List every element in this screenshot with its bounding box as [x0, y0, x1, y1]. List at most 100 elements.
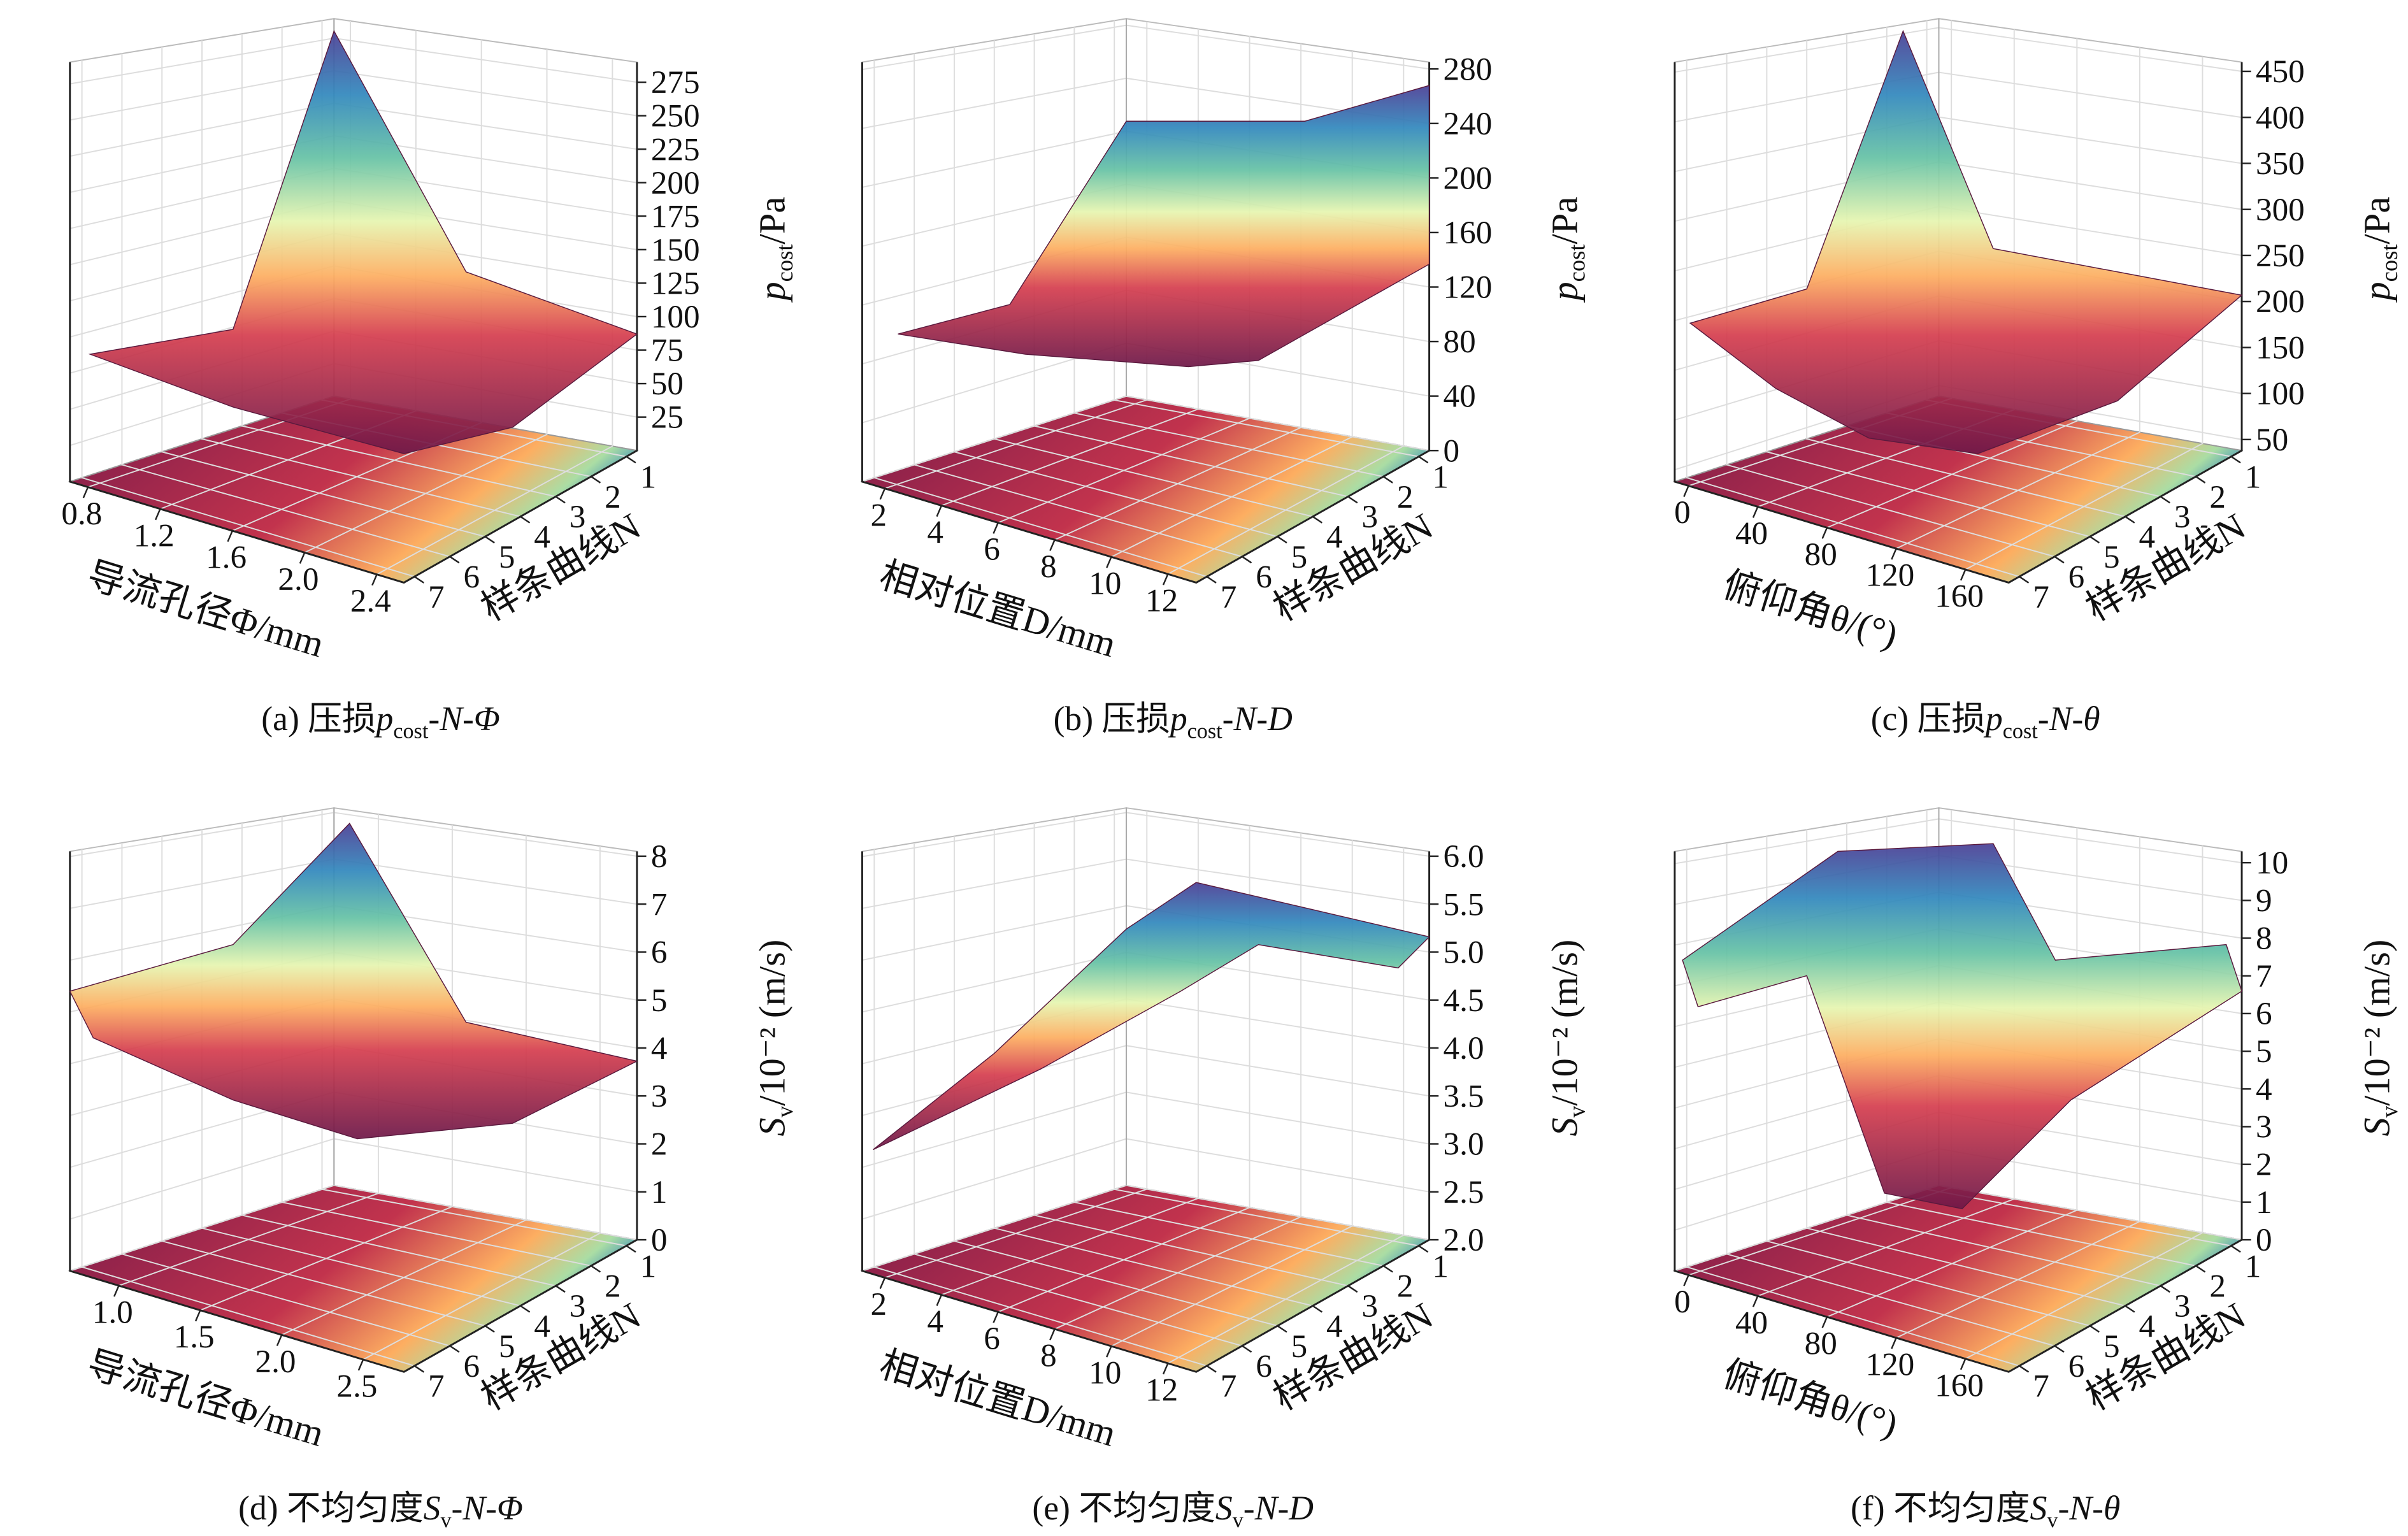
z-tick-label: 0: [2256, 1222, 2272, 1258]
z-tick-label: 3.5: [1444, 1078, 1484, 1114]
y-tick-label: 5: [1291, 1328, 1308, 1365]
z-tick-label: 0: [651, 1222, 668, 1258]
y-tick-label: 3: [570, 1288, 586, 1324]
z-label-unit: /Pa: [752, 197, 793, 245]
y-tick-label: 7: [1221, 1368, 1237, 1405]
caption-suffix: -N-Φ: [428, 700, 499, 738]
surface: [1682, 843, 2242, 1210]
x-tick: [1891, 1337, 1897, 1349]
caption-prefix: (d) 不均匀度: [238, 1489, 424, 1527]
z-tick-label: 80: [1444, 324, 1476, 360]
caption: (b) 压损pcost-N-D: [1054, 700, 1293, 743]
y-tick: [2054, 1345, 2065, 1353]
z-tick-label: 3: [2256, 1109, 2272, 1145]
z-tick-label: 450: [2256, 54, 2305, 90]
z-label-unit: /10⁻² (m/s): [752, 940, 793, 1106]
x-axis-label: 相对位置D/mm: [875, 1344, 1121, 1454]
z-label-symbol: p: [752, 282, 793, 303]
y-tick-label: 1: [2245, 459, 2261, 495]
x-tick-label: 2.5: [336, 1368, 377, 1405]
z-tick-label: 400: [2256, 99, 2305, 136]
z-tick-label: 25: [651, 399, 684, 436]
z-label-unit: /10⁻² (m/s): [1544, 940, 1585, 1106]
caption-prefix: (e) 不均匀度: [1032, 1489, 1215, 1527]
x-grid-line: [1826, 38, 2078, 529]
surface: [1689, 29, 2243, 454]
surface: [69, 822, 639, 1140]
y-tick-label: 3: [570, 499, 586, 535]
z-label-sub: v: [1563, 1105, 1589, 1117]
x-tick: [879, 1277, 886, 1289]
x-tick-label: 2.4: [350, 583, 391, 619]
x-grid-line: [1054, 833, 1302, 1330]
y-tick: [591, 476, 601, 484]
z-tick-label: 40: [1444, 378, 1476, 415]
z-label-unit: /10⁻² (m/s): [2356, 940, 2398, 1106]
y-tick-label: 5: [499, 1328, 515, 1365]
x-tick: [1821, 1316, 1828, 1328]
y-tick-label: 2: [605, 1268, 621, 1305]
y-tick-label: 6: [463, 1348, 480, 1384]
x-tick-label: 160: [1935, 578, 1984, 614]
y-tick-label: 3: [1361, 1288, 1378, 1324]
x-grid-line: [376, 59, 613, 575]
x-tick: [993, 522, 999, 535]
y-tick-label: 4: [534, 1308, 550, 1344]
z-tick-label: 120: [1444, 269, 1493, 306]
x-tick: [1049, 539, 1056, 551]
x-tick: [227, 530, 233, 542]
y-tick: [1382, 476, 1393, 484]
caption-suffix: -N-θ: [2038, 700, 2100, 738]
y-tick-label: 7: [2033, 1368, 2049, 1405]
z-tick-label: 0: [1444, 433, 1460, 469]
caption-prefix: (a) 压损: [261, 700, 376, 738]
y-tick-label: 3: [1361, 499, 1378, 535]
x-tick-label: 1.5: [174, 1319, 215, 1355]
y-grid-line: [1033, 34, 1349, 498]
panel: 2550751001251501752002252502750.81.21.62…: [61, 18, 798, 743]
y-tick: [2230, 1245, 2241, 1253]
x-tick: [299, 552, 306, 564]
x-grid-line: [281, 835, 527, 1336]
x-tick-label: 120: [1865, 1346, 1914, 1382]
z-label-unit: /Pa: [1544, 197, 1585, 245]
panel: 50 100 150 200 250 300 350 400 450 0 40 80 120 160 123…: [1672, 18, 2402, 743]
y-grid-line: [993, 40, 1313, 517]
z-axis-label: Sv/10⁻² (m/s): [1544, 940, 1589, 1137]
x-tick-label: 8: [1040, 1338, 1057, 1374]
y-grid-line: [121, 54, 450, 557]
y-tick: [484, 1325, 495, 1333]
y-grid-line: [1114, 810, 1419, 1247]
x-tick-label: 2.0: [255, 1344, 296, 1380]
z-tick-label: 240: [1444, 106, 1493, 142]
y-tick-label: 6: [463, 559, 480, 595]
z-label-unit: /Pa: [2356, 197, 2398, 245]
x-tick: [194, 1310, 201, 1322]
y-tick-label: 1: [640, 1248, 657, 1284]
x-tick: [357, 1359, 364, 1371]
x-tick: [113, 1285, 120, 1297]
y-grid-line: [1073, 816, 1384, 1267]
y-tick: [414, 1365, 425, 1373]
y-tick-label: 2: [1397, 479, 1414, 515]
y-tick: [2054, 556, 2065, 564]
y-grid-line: [1033, 822, 1349, 1287]
x-tick: [155, 508, 161, 520]
x-tick: [82, 487, 89, 499]
y-grid-line: [953, 836, 1278, 1327]
z-tick-label: 125: [651, 265, 700, 301]
z-label-sub: cost: [1563, 244, 1589, 282]
x-tick: [276, 1334, 283, 1346]
z-tick-label: 50: [651, 366, 684, 402]
y-tick-label: 4: [1326, 519, 1343, 556]
x-tick: [371, 574, 378, 586]
caption-symbol: p: [1168, 700, 1187, 738]
z-tick-label: 10: [2256, 845, 2288, 881]
y-tick: [626, 456, 636, 464]
x-tick-label: 80: [1805, 1326, 1837, 1362]
y-tick-label: 5: [2103, 539, 2120, 575]
y-tick: [1382, 1265, 1393, 1273]
y-tick-label: 7: [428, 1368, 445, 1405]
x-tick: [1752, 506, 1759, 518]
